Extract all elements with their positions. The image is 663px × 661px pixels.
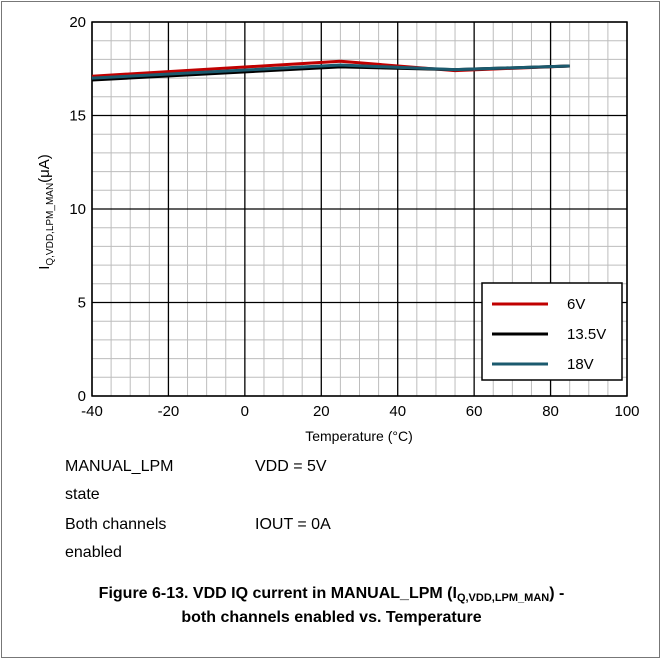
axes: -40 -20 0 20 40 60 80 100 0 5 10 15 20	[69, 14, 639, 420]
condition-state-label-cont: state	[65, 486, 100, 503]
legend-label: 6V	[567, 296, 585, 313]
figure-caption: Figure 6-13. VDD IQ current in MANUAL_LP…	[0, 584, 663, 628]
y-tick-label: 0	[78, 388, 86, 405]
x-tick-label: 0	[241, 403, 249, 420]
x-tick-label: 20	[313, 403, 330, 420]
legend: 6V 13.5V 18V	[481, 282, 623, 381]
caption-line-1: Figure 6-13. VDD IQ current in MANUAL_LP…	[98, 585, 565, 604]
y-tick-label: 5	[78, 295, 86, 312]
y-tick-label: 20	[69, 14, 86, 31]
y-tick-label: 10	[69, 201, 86, 218]
series-lines	[91, 59, 570, 82]
x-tick-label: 80	[542, 403, 559, 420]
x-axis-label: Temperature (°C)	[305, 428, 413, 444]
legend-label: 13.5V	[567, 326, 606, 343]
legend-label: 18V	[567, 356, 594, 373]
line-chart: -40 -20 0 20 40 60 80 100 0 5 10 15 20 6V 13.5V 18V IQ…	[36, 14, 640, 444]
x-tick-label: -40	[81, 403, 103, 420]
x-tick-label: 60	[466, 403, 483, 420]
x-tick-label: 100	[614, 403, 639, 420]
plot-frame	[91, 21, 628, 397]
condition-channels-label-cont: enabled	[65, 544, 122, 561]
x-tick-label: -20	[158, 403, 180, 420]
y-axis-label: IQ,VDD,LPM_MAN(μA)	[36, 154, 56, 270]
condition-channels-label: Both channels	[65, 516, 167, 533]
series-line-18V	[91, 63, 570, 80]
caption-line-2: both channels enabled vs. Temperature	[181, 609, 482, 626]
condition-iout: IOUT = 0A	[255, 516, 331, 533]
condition-state-label: MANUAL_LPM	[65, 458, 174, 475]
y-tick-label: 15	[69, 108, 86, 125]
condition-vdd: VDD = 5V	[255, 458, 327, 475]
x-tick-label: 40	[389, 403, 406, 420]
